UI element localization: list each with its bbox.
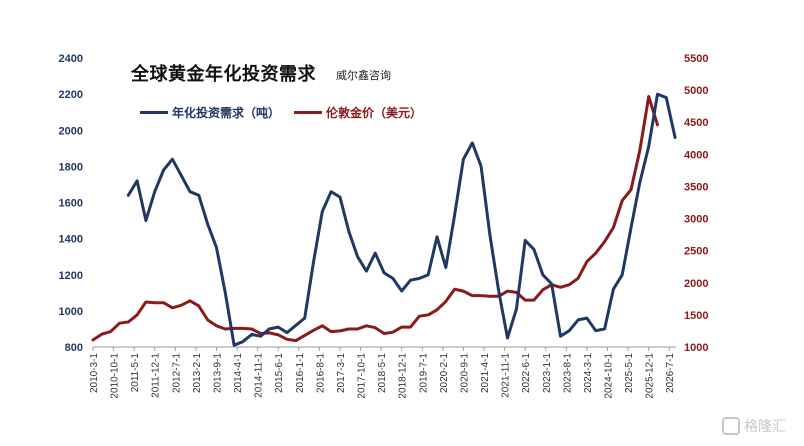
x-tick-label: 2016-8-1 <box>315 353 326 393</box>
legend-swatch-gold-price <box>294 111 323 114</box>
right-tick-label: 3500 <box>684 181 708 193</box>
right-tick-label: 5000 <box>684 85 708 97</box>
x-tick-label: 2011-12-1 <box>151 353 162 398</box>
x-tick-label: 2010-3-1 <box>89 353 100 393</box>
x-tick-label: 2014-11-1 <box>254 353 265 398</box>
left-tick-label: 2400 <box>59 53 83 65</box>
x-tick-label: 2024-3-1 <box>583 353 594 393</box>
x-tick-label: 2013-2-1 <box>192 353 203 393</box>
series-line-gold-price <box>91 95 659 343</box>
x-tick-label: 2013-9-1 <box>212 353 223 393</box>
right-tick-label: 4500 <box>684 117 708 129</box>
right-tick-label: 1500 <box>684 310 708 322</box>
chart-source: 威尔鑫咨询 <box>336 69 391 82</box>
right-tick-label: 2000 <box>684 278 708 290</box>
left-tick-label: 2000 <box>59 125 83 137</box>
right-tick-label: 1000 <box>684 342 708 354</box>
x-tick-label: 2016-1-1 <box>295 353 306 393</box>
right-tick-label: 4000 <box>684 149 708 161</box>
x-tick-label: 2025-5-1 <box>624 353 635 393</box>
x-tick-label: 2015-6-1 <box>274 353 285 393</box>
left-tick-label: 1800 <box>59 161 83 173</box>
right-tick-label: 2500 <box>684 246 708 258</box>
x-tick-label: 2017-10-1 <box>357 353 368 399</box>
x-tick-label: 2021-4-1 <box>480 353 491 393</box>
x-tick-label: 2012-7-1 <box>171 353 182 393</box>
x-tick-label: 2023-1-1 <box>542 353 553 393</box>
watermark: 格隆汇 <box>722 416 786 436</box>
x-tick-label: 2023-8-1 <box>562 353 573 393</box>
watermark-text: 格隆汇 <box>744 419 786 435</box>
watermark-logo-icon <box>722 417 740 435</box>
x-tick-label: 2019-7-1 <box>418 353 429 393</box>
chart-title: 全球黄金年化投资需求 <box>131 64 316 85</box>
legend-label-demand: 年化投资需求（吨） <box>172 106 281 120</box>
left-tick-label: 1400 <box>59 234 83 246</box>
x-tick-label: 2017-3-1 <box>336 353 347 393</box>
x-tick-label: 2018-5-1 <box>377 353 388 393</box>
x-axis: 2010-3-1 2010-10-1 2011-5-1 2011-12-1 2012-7… <box>89 346 676 399</box>
left-tick-label: 1000 <box>59 306 83 318</box>
right-y-axis: 1000 1500 2000 2500 3000 3500 4000 4500 5000 5500 <box>684 53 708 354</box>
right-tick-label: 5500 <box>684 53 708 65</box>
x-tick-label: 2011-5-1 <box>130 353 141 393</box>
x-tick-label: 2024-10-1 <box>604 353 615 399</box>
x-tick-label: 2025-12-1 <box>645 353 656 399</box>
x-tick-label: 2026-7-1 <box>665 353 676 393</box>
left-tick-label: 1600 <box>59 198 83 210</box>
x-tick-label: 2010-10-1 <box>110 353 121 399</box>
left-tick-label: 1200 <box>59 270 83 282</box>
x-tick-label: 2020-2-1 <box>439 353 450 393</box>
legend-swatch-demand <box>140 111 168 114</box>
right-tick-label: 3000 <box>684 214 708 226</box>
x-tick-label: 2018-12-1 <box>398 353 409 399</box>
x-tick-label: 2020-9-1 <box>459 353 470 393</box>
legend: 年化投资需求（吨） 伦敦金价（美元） <box>140 104 436 121</box>
legend-item-demand: 年化投资需求（吨） <box>140 104 280 121</box>
x-tick-label: 2021-11-1 <box>501 353 512 398</box>
left-y-axis: 800 1000 1200 1400 1600 1800 2000 2200 2400 <box>59 53 83 354</box>
x-tick-label: 2022-6-1 <box>521 353 532 393</box>
series-layer <box>91 92 677 347</box>
series-line-demand <box>126 92 677 347</box>
legend-label-gold-price: 伦敦金价（美元） <box>326 106 423 120</box>
x-tick-label: 2014-4-1 <box>233 353 244 393</box>
legend-item-gold-price: 伦敦金价（美元） <box>294 104 422 121</box>
left-tick-label: 2200 <box>59 89 83 101</box>
left-tick-label: 800 <box>65 342 83 354</box>
